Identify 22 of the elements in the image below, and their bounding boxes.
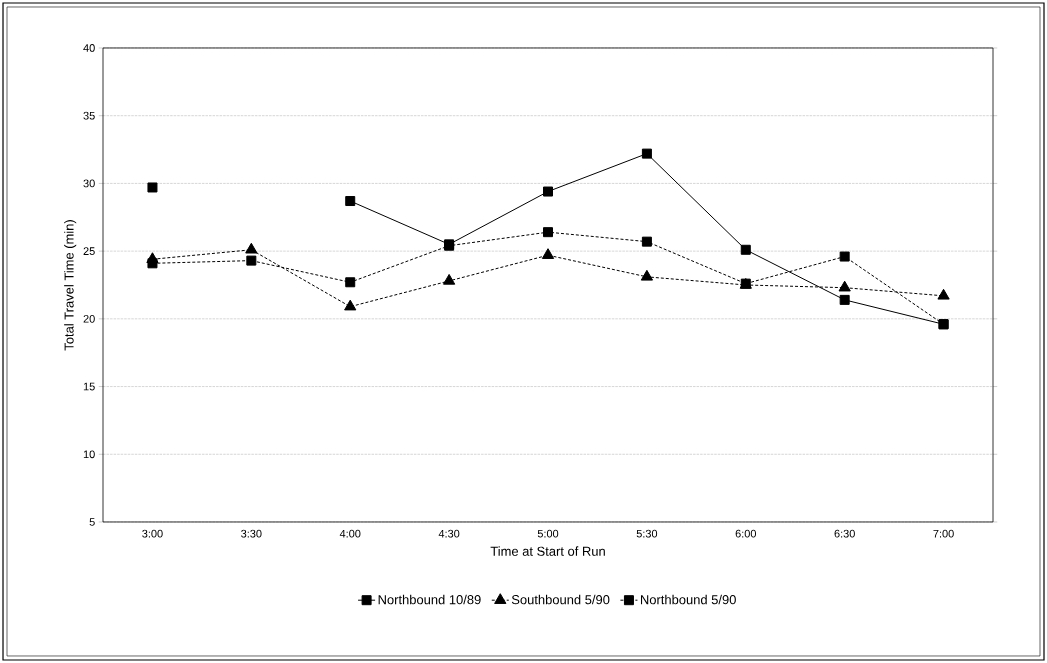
y-tick-label: 20 — [83, 314, 95, 323]
y-tick-label: 5 — [89, 518, 95, 526]
x-tick-label: 3:30 — [241, 529, 262, 538]
legend-label: Northbound 5/90 — [641, 594, 736, 605]
y-tick-label: 30 — [83, 179, 95, 188]
legend-label: Northbound 10/89 — [378, 594, 481, 605]
x-tick-label: 4:00 — [339, 529, 361, 538]
x-tick-label: 4:30 — [438, 529, 460, 538]
y-tick-label: 35 — [83, 111, 95, 120]
x-tick-label: 5:30 — [636, 529, 658, 538]
x-axis-title: Time at Start of Run — [490, 546, 605, 556]
y-tick-label: 25 — [83, 247, 95, 256]
y-axis-title: Total Travel Time (min) — [64, 220, 77, 351]
x-tick-label: 6:30 — [834, 529, 855, 538]
x-tick-label: 5:00 — [537, 529, 559, 538]
x-tick-label: 6:00 — [735, 529, 757, 538]
legend-label: Southbound 5/90 — [511, 594, 610, 605]
x-tick-label: 7:00 — [933, 529, 954, 538]
x-tick-label: 3:00 — [142, 529, 163, 538]
y-tick-label: 15 — [83, 382, 95, 391]
y-tick-label: 10 — [83, 450, 95, 459]
y-tick-label: 40 — [83, 44, 95, 52]
